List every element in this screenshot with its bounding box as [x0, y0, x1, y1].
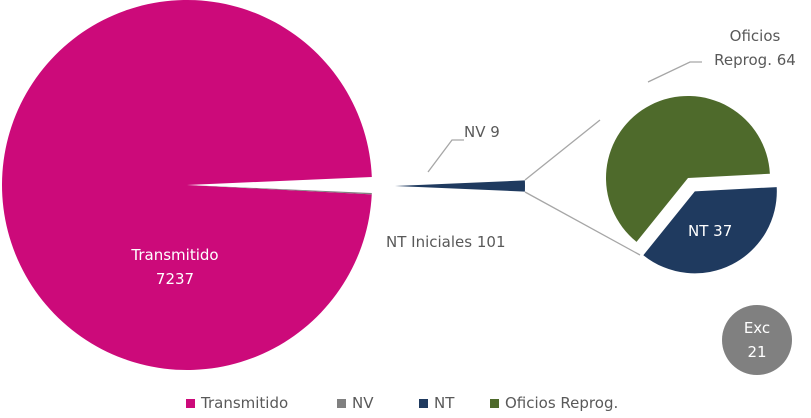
legend-swatch [186, 398, 195, 408]
label-name: Oficios Reprog. [714, 27, 781, 69]
label-value: 7237 [155, 270, 195, 288]
legend-item: NV [337, 394, 373, 412]
annotation: Exc 21 [722, 305, 792, 375]
pie-slice [187, 185, 372, 195]
pie-slice [643, 187, 777, 274]
label-value: 9 [490, 123, 500, 141]
connector [524, 191, 641, 256]
leader-line [427, 139, 464, 173]
data-label: NT 37 [688, 219, 732, 243]
annotation-value: 21 [747, 343, 767, 361]
label-value: 37 [713, 222, 733, 240]
connector [524, 119, 601, 181]
legend-label: Oficios Reprog. [505, 394, 619, 412]
legend-swatch [337, 398, 346, 408]
data-label: Transmitido 7237 [110, 243, 240, 291]
label-value: 64 [776, 51, 796, 69]
legend-item: Oficios Reprog. [490, 394, 618, 412]
legend-label: Transmitido [201, 394, 289, 412]
legend-item: Transmitido [186, 394, 288, 412]
legend-swatch [419, 398, 428, 408]
data-label: NT Iniciales 101 [386, 230, 506, 254]
label-value: 101 [476, 233, 506, 251]
label-name: Transmitido [131, 246, 219, 264]
label-name: NT [688, 222, 709, 240]
label-name: NT Iniciales [386, 233, 473, 251]
data-label: NV 9 [464, 120, 500, 144]
legend-swatch [490, 398, 499, 408]
data-label: Oficios Reprog. 64 [700, 24, 810, 72]
pie-slice [395, 180, 525, 192]
annotation-label: Exc [743, 319, 771, 337]
legend-label: NT [434, 394, 455, 412]
pie-slice [2, 0, 372, 371]
pie-slice [606, 96, 770, 242]
legend-item: NT [419, 394, 454, 412]
legend-label: NV [352, 394, 374, 412]
leader-line [647, 61, 702, 83]
label-name: NV [464, 123, 486, 141]
